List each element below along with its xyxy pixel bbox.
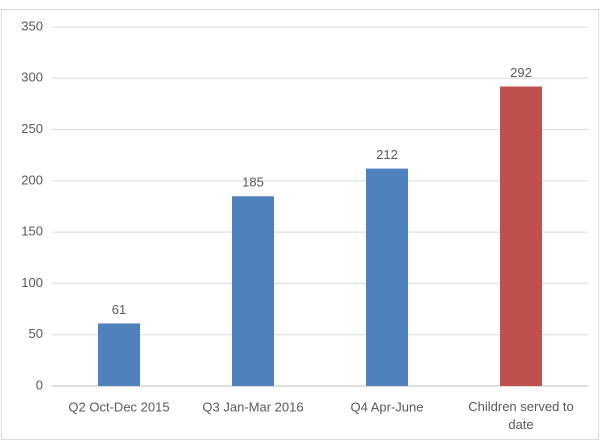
x-tick-label: Children served to date <box>468 399 574 432</box>
y-tick-label: 100 <box>21 275 43 290</box>
data-label: 292 <box>510 65 532 80</box>
x-tick-label: Q2 Oct-Dec 2015 <box>68 399 169 414</box>
data-label: 185 <box>242 175 264 190</box>
x-tick-label: Q4 Apr-June <box>351 399 424 414</box>
y-tick-label: 50 <box>29 326 43 341</box>
bar <box>232 196 274 386</box>
x-tick-label: Q3 Jan-Mar 2016 <box>202 399 303 414</box>
bar <box>98 323 140 386</box>
bar <box>500 86 542 387</box>
y-tick-label: 250 <box>21 121 43 136</box>
y-tick-label: 300 <box>21 70 43 85</box>
y-tick-label: 350 <box>21 18 43 33</box>
data-label: 212 <box>376 147 398 162</box>
y-tick-label: 150 <box>21 224 43 239</box>
data-label: 61 <box>112 302 126 317</box>
y-tick-label: 0 <box>36 377 43 392</box>
bar <box>366 168 408 386</box>
y-tick-label: 200 <box>21 172 43 187</box>
